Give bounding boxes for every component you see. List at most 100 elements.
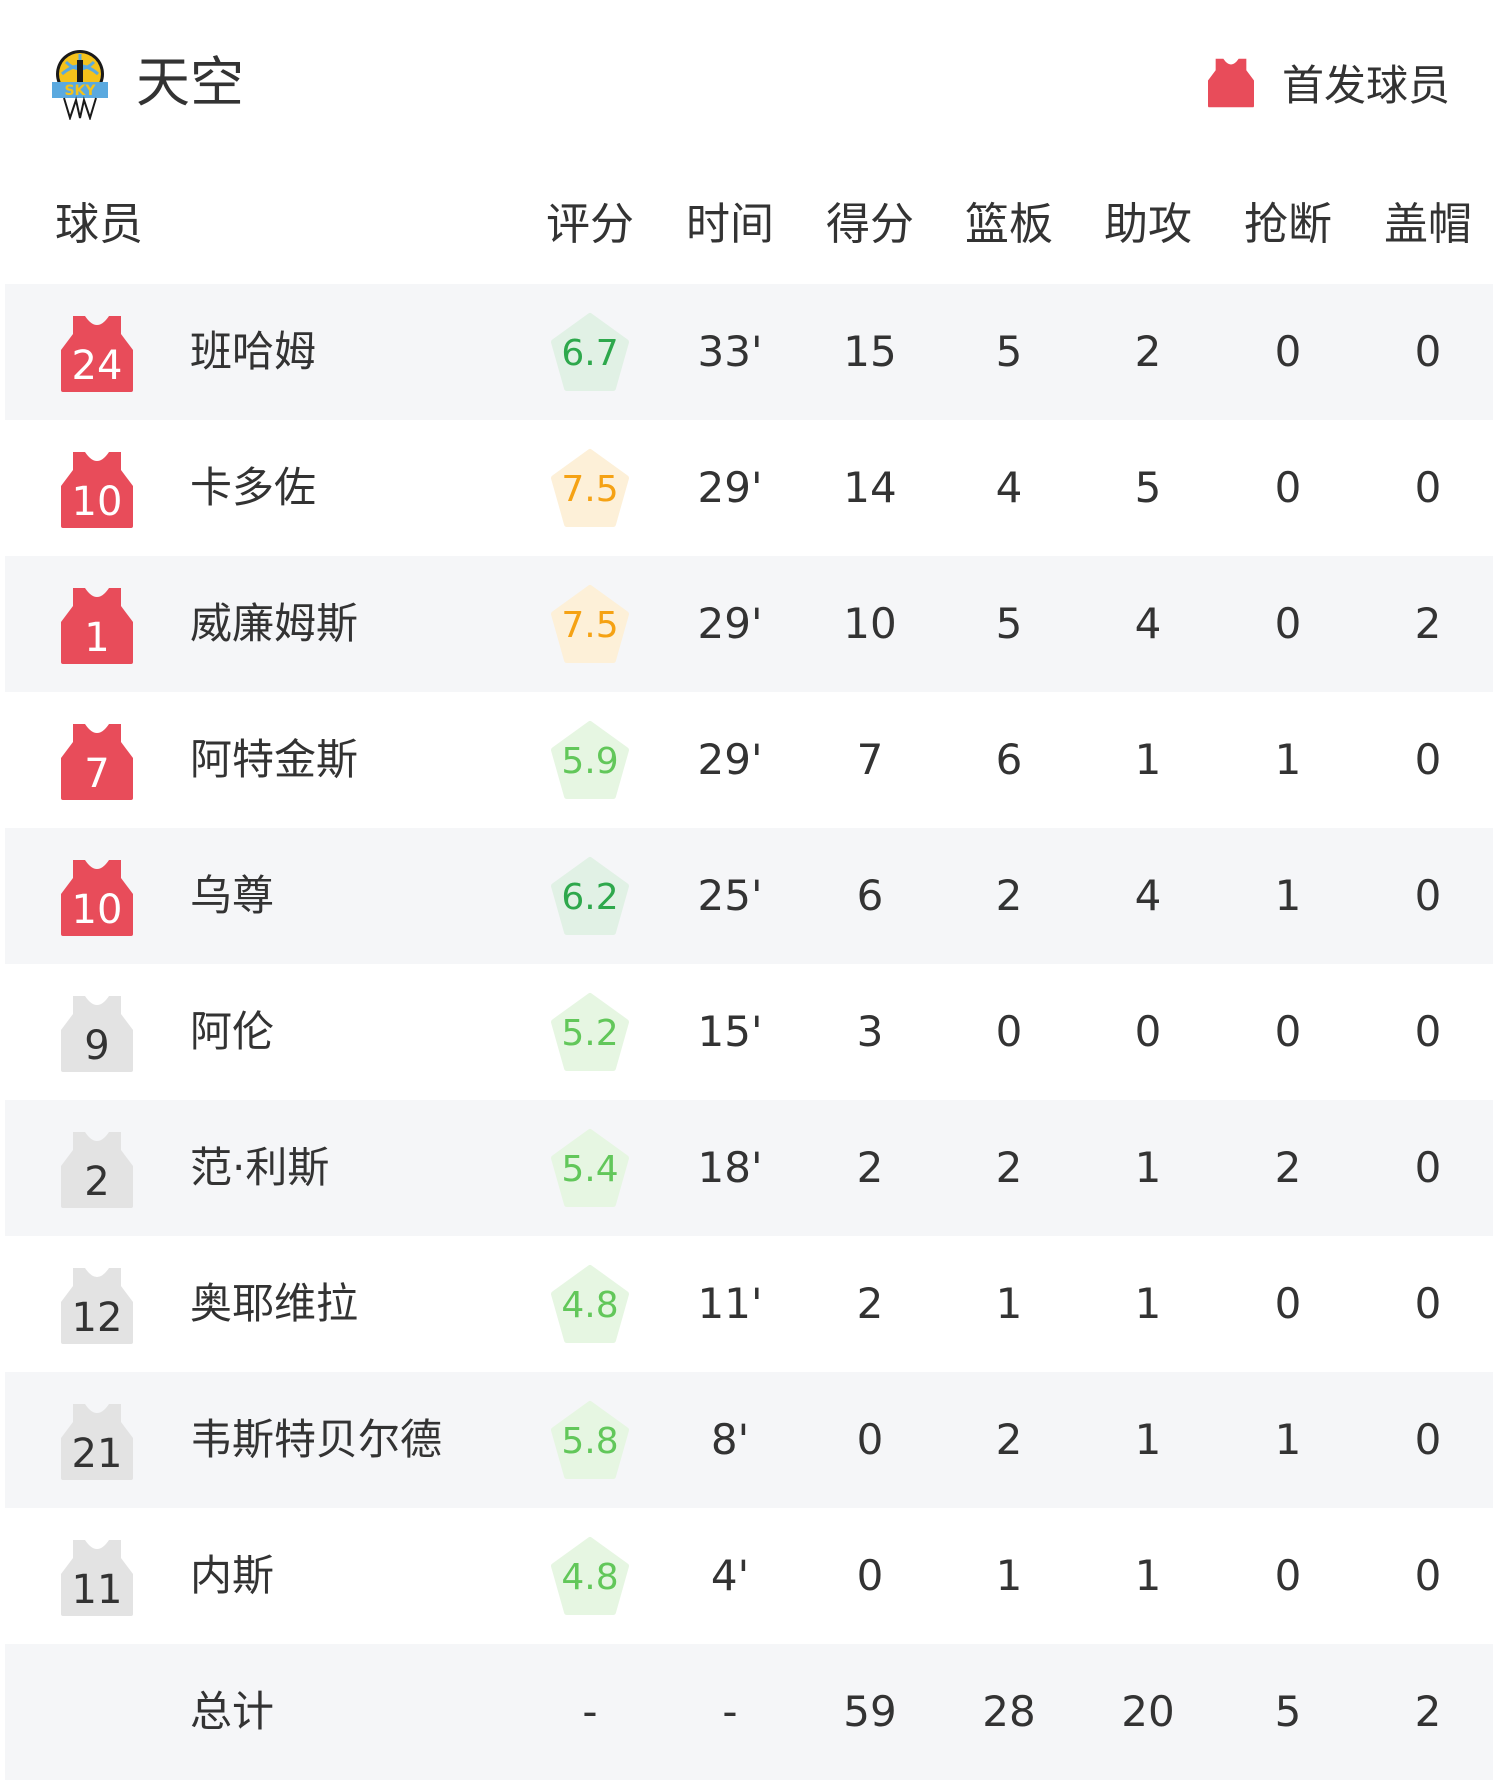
stat-blocks: 0: [1414, 1279, 1442, 1328]
rating-badge: 7.5: [550, 448, 630, 528]
column-header-rebounds[interactable]: 篮板: [965, 199, 1053, 250]
player-row[interactable]: 2 范·利斯 5.4 18' 2 2 1 2 0: [5, 1100, 1493, 1236]
rating-badge: 5.8: [550, 1400, 630, 1480]
stat-blocks: 0: [1414, 735, 1442, 784]
player-name[interactable]: 阿伦: [190, 1007, 275, 1056]
stat-time: 25': [697, 871, 763, 920]
legend-label: 首发球员: [1281, 61, 1450, 110]
stat-blocks: 0: [1414, 1551, 1442, 1600]
stat-rebounds: 6: [995, 735, 1023, 784]
rating-value: 5.2: [561, 1013, 619, 1054]
column-header-blocks[interactable]: 盖帽: [1384, 199, 1472, 250]
jersey-icon: 11: [61, 1540, 133, 1616]
starter-legend: 首发球员: [1207, 52, 1450, 113]
player-row[interactable]: 1 威廉姆斯 7.5 29' 10 5 4 0 2: [5, 556, 1493, 692]
stat-points: 0: [856, 1415, 884, 1464]
column-header-time[interactable]: 时间: [686, 199, 774, 250]
jersey-number: 10: [71, 479, 123, 525]
rating-badge: 4.8: [550, 1536, 630, 1616]
player-row[interactable]: 10 卡多佐 7.5 29' 14 4 5 0 0: [5, 420, 1493, 556]
player-name[interactable]: 奥耶维拉: [190, 1279, 359, 1328]
stat-points: 59: [843, 1687, 897, 1736]
rating-badge: 6.2: [550, 856, 630, 936]
stat-time: 29': [697, 599, 763, 648]
stat-points: 2: [856, 1279, 884, 1328]
jersey-icon: 7: [61, 724, 133, 800]
stat-blocks: 0: [1414, 871, 1442, 920]
rating-badge: 6.7: [550, 312, 630, 392]
column-header-player[interactable]: 球员: [55, 199, 143, 250]
rating-value: 5.4: [561, 1149, 619, 1190]
player-name[interactable]: 范·利斯: [190, 1143, 330, 1192]
rating-value: 7.5: [561, 605, 619, 646]
stat-blocks: 2: [1414, 599, 1442, 648]
jersey-number: 2: [84, 1159, 110, 1205]
column-header-steals[interactable]: 抢断: [1244, 199, 1332, 250]
rating-value: 7.5: [561, 469, 619, 510]
jersey-number: 11: [71, 1567, 123, 1613]
rating-badge: 5.9: [550, 720, 630, 800]
stat-assists: 2: [1134, 327, 1162, 376]
jersey-number: 1: [84, 615, 110, 661]
jersey-number: 9: [84, 1023, 110, 1069]
stat-steals: 5: [1274, 1687, 1302, 1736]
jersey-number: 10: [71, 887, 123, 933]
stat-steals: 0: [1274, 1007, 1302, 1056]
stat-time: 29': [697, 735, 763, 784]
stat-points: 2: [856, 1143, 884, 1192]
team-logo: SKY: [52, 50, 108, 120]
stat-time: 18': [697, 1143, 763, 1192]
jersey-number: 24: [71, 343, 123, 389]
stat-assists: 1: [1134, 735, 1162, 784]
totals-row: 总计 - - 59 28 20 5 2: [5, 1644, 1493, 1780]
stat-steals: 1: [1274, 871, 1302, 920]
totals-rating: -: [582, 1687, 598, 1736]
column-header-points[interactable]: 得分: [826, 199, 914, 250]
stat-rebounds: 1: [995, 1551, 1023, 1600]
player-row[interactable]: 24 班哈姆 6.7 33' 15 5 2 0 0: [5, 284, 1493, 420]
jersey-icon: [1207, 58, 1254, 107]
stat-assists: 4: [1134, 599, 1162, 648]
rating-badge: 5.2: [550, 992, 630, 1072]
stat-steals: 2: [1274, 1143, 1302, 1192]
jersey-number: 21: [71, 1431, 123, 1477]
jersey-icon: 21: [61, 1404, 133, 1480]
player-row[interactable]: 9 阿伦 5.2 15' 3 0 0 0 0: [5, 964, 1493, 1100]
jersey-icon: 10: [61, 860, 133, 936]
team-header: SKY 天空 首发球员: [0, 0, 1500, 160]
jersey-number: 12: [71, 1295, 123, 1341]
player-name[interactable]: 威廉姆斯: [190, 599, 359, 648]
player-name[interactable]: 韦斯特贝尔德: [190, 1415, 443, 1464]
stat-assists: 1: [1134, 1415, 1162, 1464]
player-name[interactable]: 乌尊: [190, 871, 275, 920]
stat-time: 8': [710, 1415, 750, 1464]
stat-assists: 1: [1134, 1143, 1162, 1192]
player-row[interactable]: 7 阿特金斯 5.9 29' 7 6 1 1 0: [5, 692, 1493, 828]
jersey-icon: 12: [61, 1268, 133, 1344]
player-row[interactable]: 10 乌尊 6.2 25' 6 2 4 1 0: [5, 828, 1493, 964]
player-name[interactable]: 阿特金斯: [190, 735, 359, 784]
stat-rebounds: 2: [995, 1415, 1023, 1464]
player-row[interactable]: 12 奥耶维拉 4.8 11' 2 1 1 0 0: [5, 1236, 1493, 1372]
stat-blocks: 0: [1414, 1007, 1442, 1056]
stat-rebounds: 28: [982, 1687, 1036, 1736]
stat-assists: 1: [1134, 1279, 1162, 1328]
stat-steals: 0: [1274, 463, 1302, 512]
stat-assists: 5: [1134, 463, 1162, 512]
rating-value: 5.9: [561, 741, 619, 782]
player-row[interactable]: 11 内斯 4.8 4' 0 1 1 0 0: [5, 1508, 1493, 1644]
svg-text:SKY: SKY: [64, 83, 96, 99]
stat-assists: 4: [1134, 871, 1162, 920]
player-row[interactable]: 21 韦斯特贝尔德 5.8 8' 0 2 1 1 0: [5, 1372, 1493, 1508]
stat-points: 6: [856, 871, 884, 920]
stat-steals: 1: [1274, 1415, 1302, 1464]
column-header-assists[interactable]: 助攻: [1104, 199, 1192, 250]
stat-assists: 20: [1121, 1687, 1175, 1736]
player-name[interactable]: 卡多佐: [190, 463, 317, 512]
player-name[interactable]: 班哈姆: [190, 327, 317, 376]
player-name[interactable]: 内斯: [190, 1551, 275, 1600]
stat-rebounds: 5: [995, 327, 1023, 376]
stat-steals: 0: [1274, 599, 1302, 648]
jersey-icon: 9: [61, 996, 133, 1072]
column-header-rating[interactable]: 评分: [546, 199, 634, 250]
